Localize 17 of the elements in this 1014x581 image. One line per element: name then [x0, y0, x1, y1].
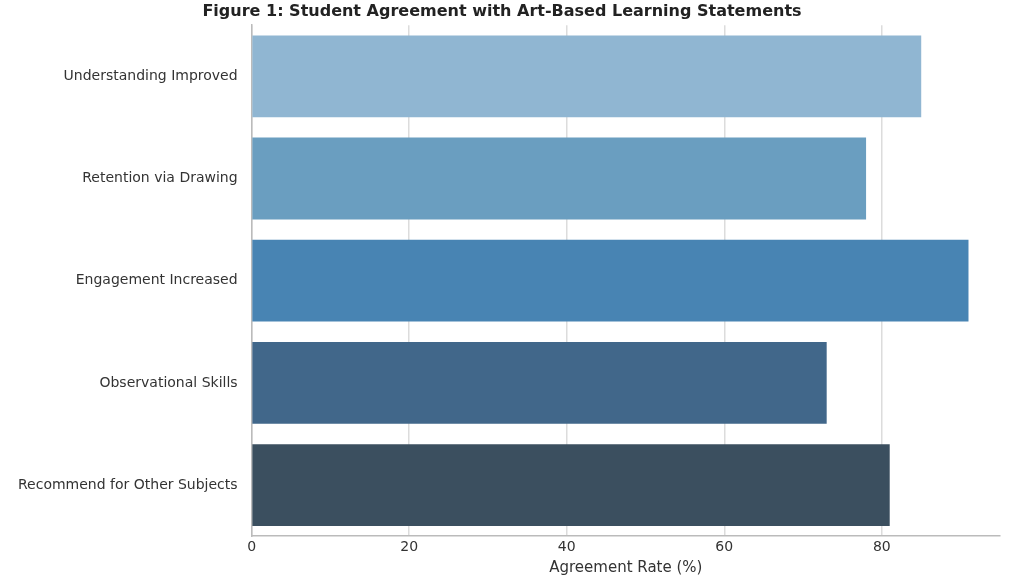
x-tick-label: 20	[400, 538, 419, 555]
y-tick-label: Retention via Drawing	[82, 169, 238, 186]
bar	[252, 342, 827, 424]
bar	[252, 137, 867, 220]
bar	[252, 239, 969, 322]
y-tick-label: Understanding Improved	[63, 66, 238, 83]
x-tick-label: 80	[872, 538, 891, 555]
bar	[252, 35, 922, 118]
x-tick-label: 40	[557, 538, 576, 555]
y-tick-label: Recommend for Other Subjects	[18, 475, 238, 492]
x-tick-label: 0	[247, 538, 257, 555]
x-axis-title: Agreement Rate (%)	[549, 557, 703, 576]
y-tick-label: Engagement Increased	[75, 271, 238, 288]
chart-title: Figure 1: Student Agreement with Art-Based Learning Statements	[202, 0, 802, 20]
bar	[252, 444, 890, 526]
y-tick-label: Observational Skills	[99, 373, 238, 390]
x-tick-label: 60	[715, 538, 734, 555]
